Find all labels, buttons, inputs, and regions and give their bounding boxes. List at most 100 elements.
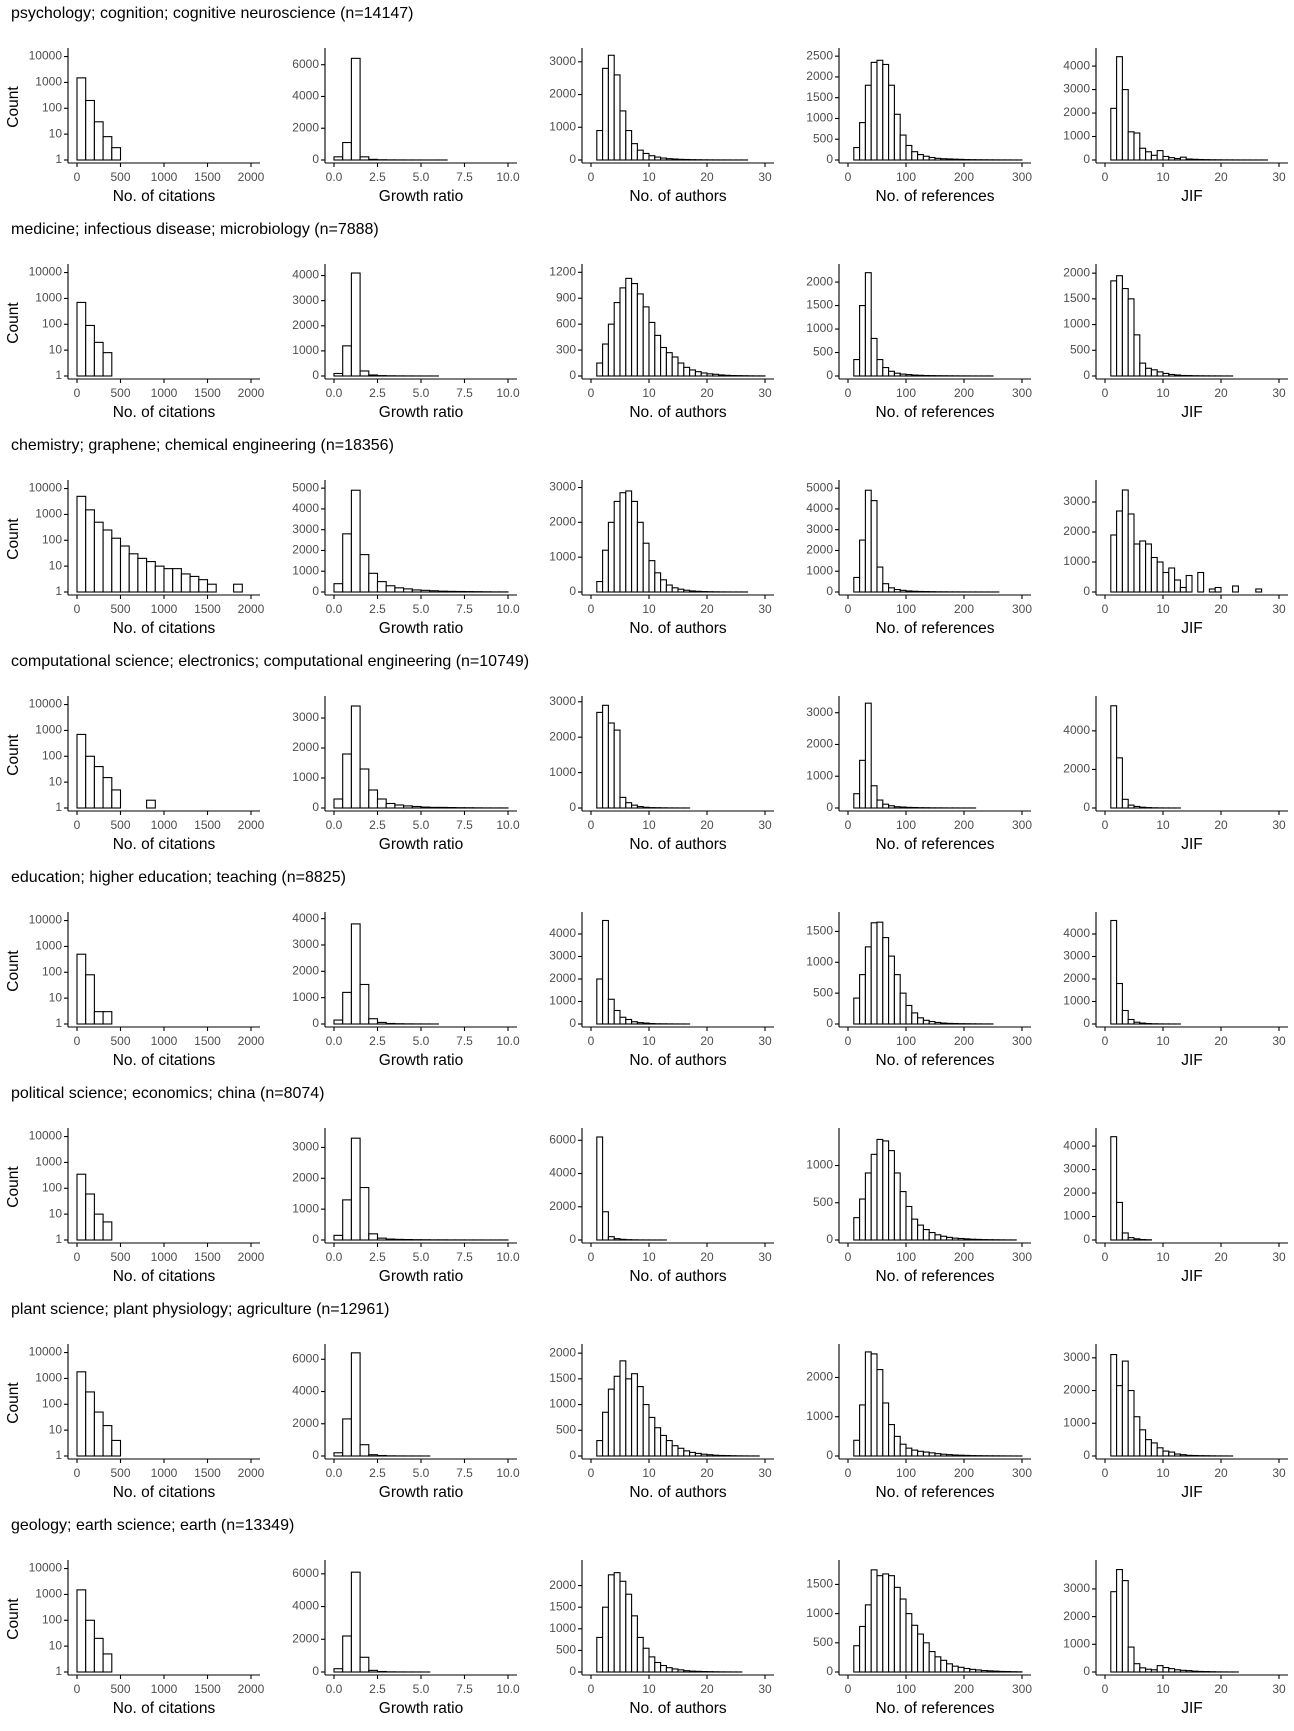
histogram-bar [1151,370,1157,376]
histogram-bar [894,590,900,592]
x-tick-label: 2.5 [369,1682,386,1696]
y-tick-label: 0 [312,1232,319,1246]
histogram-bar [1117,1570,1123,1672]
histogram-bar [438,807,447,808]
x-axis-title: No. of authors [629,404,727,421]
x-tick-label: 1000 [151,1250,178,1264]
histogram-bar [871,923,877,1024]
histogram-bar [343,143,352,160]
y-tick-label: 2000 [292,543,319,557]
y-tick-label: 500 [813,985,833,999]
y-tick-label: 10 [49,1422,63,1436]
histogram-bar [1198,573,1204,593]
y-tick-label: 1500 [549,1599,576,1613]
histogram-bar [666,1668,672,1672]
y-tick-label: 0 [826,584,833,598]
x-tick-label: 0.0 [326,1466,343,1480]
histogram-bar [906,1206,912,1240]
histogram-bar [103,778,112,808]
histogram-bar [620,1361,626,1456]
histogram-bar [1151,1443,1157,1456]
histogram-bar [883,804,889,808]
x-axis-title: No. of references [876,188,995,205]
x-tick-label: 300 [1012,386,1032,400]
x-tick-label: 0.0 [326,818,343,832]
y-tick-label: 500 [813,1195,833,1209]
x-tick-label: 10 [642,1034,656,1048]
histogram-bar [918,1018,924,1024]
histogram-bar [1169,1452,1175,1456]
y-tick-label: 2000 [1063,971,1090,985]
histogram-bar [923,1643,929,1672]
y-tick-label: 1000 [806,954,833,968]
x-tick-label: 5.0 [413,1466,430,1480]
histogram-bar [649,1657,655,1672]
x-axis-title: Growth ratio [379,1052,463,1069]
histogram-bar [343,534,352,592]
y-tick-label: 3000 [292,522,319,536]
x-tick-label: 20 [700,1250,714,1264]
histogram-bar [1233,586,1239,592]
histogram-bar [678,589,684,592]
row-title: plant science; plant physiology; agricul… [11,1301,389,1318]
histogram-bar [906,1005,912,1024]
x-tick-label: 2000 [238,1250,265,1264]
y-tick-label: 2000 [806,543,833,557]
histogram-bar [947,1455,953,1456]
x-tick-label: 5.0 [413,1250,430,1264]
y-tick-label: 0 [569,152,576,166]
y-tick-label: 2000 [292,1170,319,1184]
histogram-bar [854,1218,860,1240]
histogram-bar [929,1233,935,1240]
y-tick-label: 2000 [549,971,576,985]
histogram-bar [1175,375,1181,376]
y-tick-label: 3000 [292,937,319,951]
x-tick-label: 300 [1012,602,1032,616]
histogram-bar [608,522,614,592]
y-tick-label: 10000 [29,1345,63,1359]
y-tick-label: 4000 [1063,58,1090,72]
y-tick-label: 500 [813,345,833,359]
y-tick-label: 1000 [549,1397,576,1411]
histogram-bar [334,799,343,808]
y-tick-label: 1000 [1063,129,1090,143]
x-tick-label: 30 [1272,1682,1286,1696]
histogram-bar [871,786,877,808]
histogram-bar [854,1646,860,1672]
histogram-bar [190,576,199,592]
histogram-bar [1111,1592,1117,1672]
x-tick-label: 0 [1102,1250,1109,1264]
histogram-bar [369,573,378,592]
histogram-bar [378,582,387,592]
histogram-bar [334,1235,343,1240]
histogram-bar [620,1017,626,1024]
x-axis-title: No. of authors [629,836,727,853]
histogram-bar [351,1353,360,1456]
x-tick-label: 5.0 [413,818,430,832]
x-tick-label: 10 [642,1250,656,1264]
histogram-bar [597,1637,603,1672]
x-tick-label: 500 [110,818,130,832]
histogram-bar [614,1573,620,1672]
histogram-bar [1151,1670,1157,1672]
histogram-bar [94,122,103,160]
x-tick-label: 2000 [238,170,265,184]
y-tick-label: 600 [556,316,576,330]
y-tick-label: 0 [312,1016,319,1030]
x-tick-label: 0 [1102,1034,1109,1048]
histogram-bar [666,159,672,160]
x-tick-label: 7.5 [456,1250,473,1264]
histogram-bar [690,1671,696,1672]
y-tick-label: 100 [42,316,62,330]
histogram-bar [430,591,439,592]
x-tick-label: 5.0 [413,170,430,184]
x-tick-label: 10 [1156,170,1170,184]
histogram-bar [860,760,866,808]
histogram-bar [900,374,906,376]
histogram-bar [1180,157,1186,160]
histogram-bar [77,78,86,160]
histogram-bar [103,1222,112,1240]
y-tick-label: 10 [49,1638,63,1652]
histogram-bar [1163,1451,1169,1456]
